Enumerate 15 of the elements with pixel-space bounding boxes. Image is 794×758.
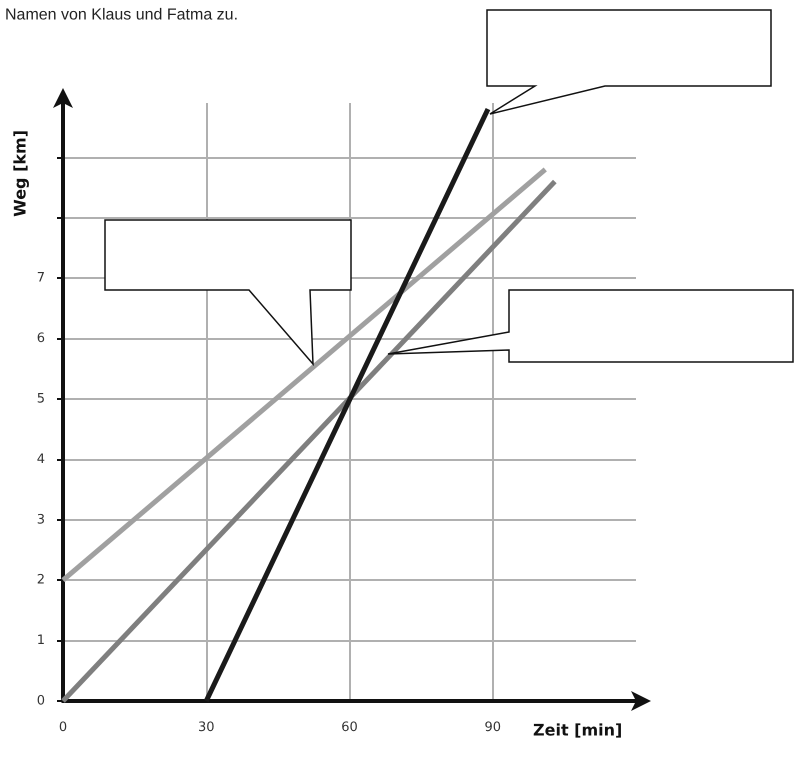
y-tick-label: 5 [36, 391, 45, 406]
x-tick-label: 30 [198, 720, 215, 735]
y-tick-label: 3 [36, 512, 45, 528]
x-tick-label: 0 [58, 720, 68, 735]
y-tick-label: 7 [36, 270, 45, 286]
chart-title: Namen von Klaus und Fatma zu. [5, 6, 238, 24]
x-tick-label: 60 [341, 720, 358, 735]
y-axis-title: Weg [km] [10, 130, 30, 217]
y-tick-label: 4 [36, 452, 45, 467]
x-tick-label: 90 [484, 720, 502, 735]
y-tick-label: 1 [36, 633, 45, 648]
y-tick-label: 2 [36, 572, 45, 588]
y-tick-label: 6 [36, 331, 45, 346]
y-tick-label: 0 [36, 694, 45, 708]
x-axis-title: Zeit [min] [533, 720, 622, 740]
